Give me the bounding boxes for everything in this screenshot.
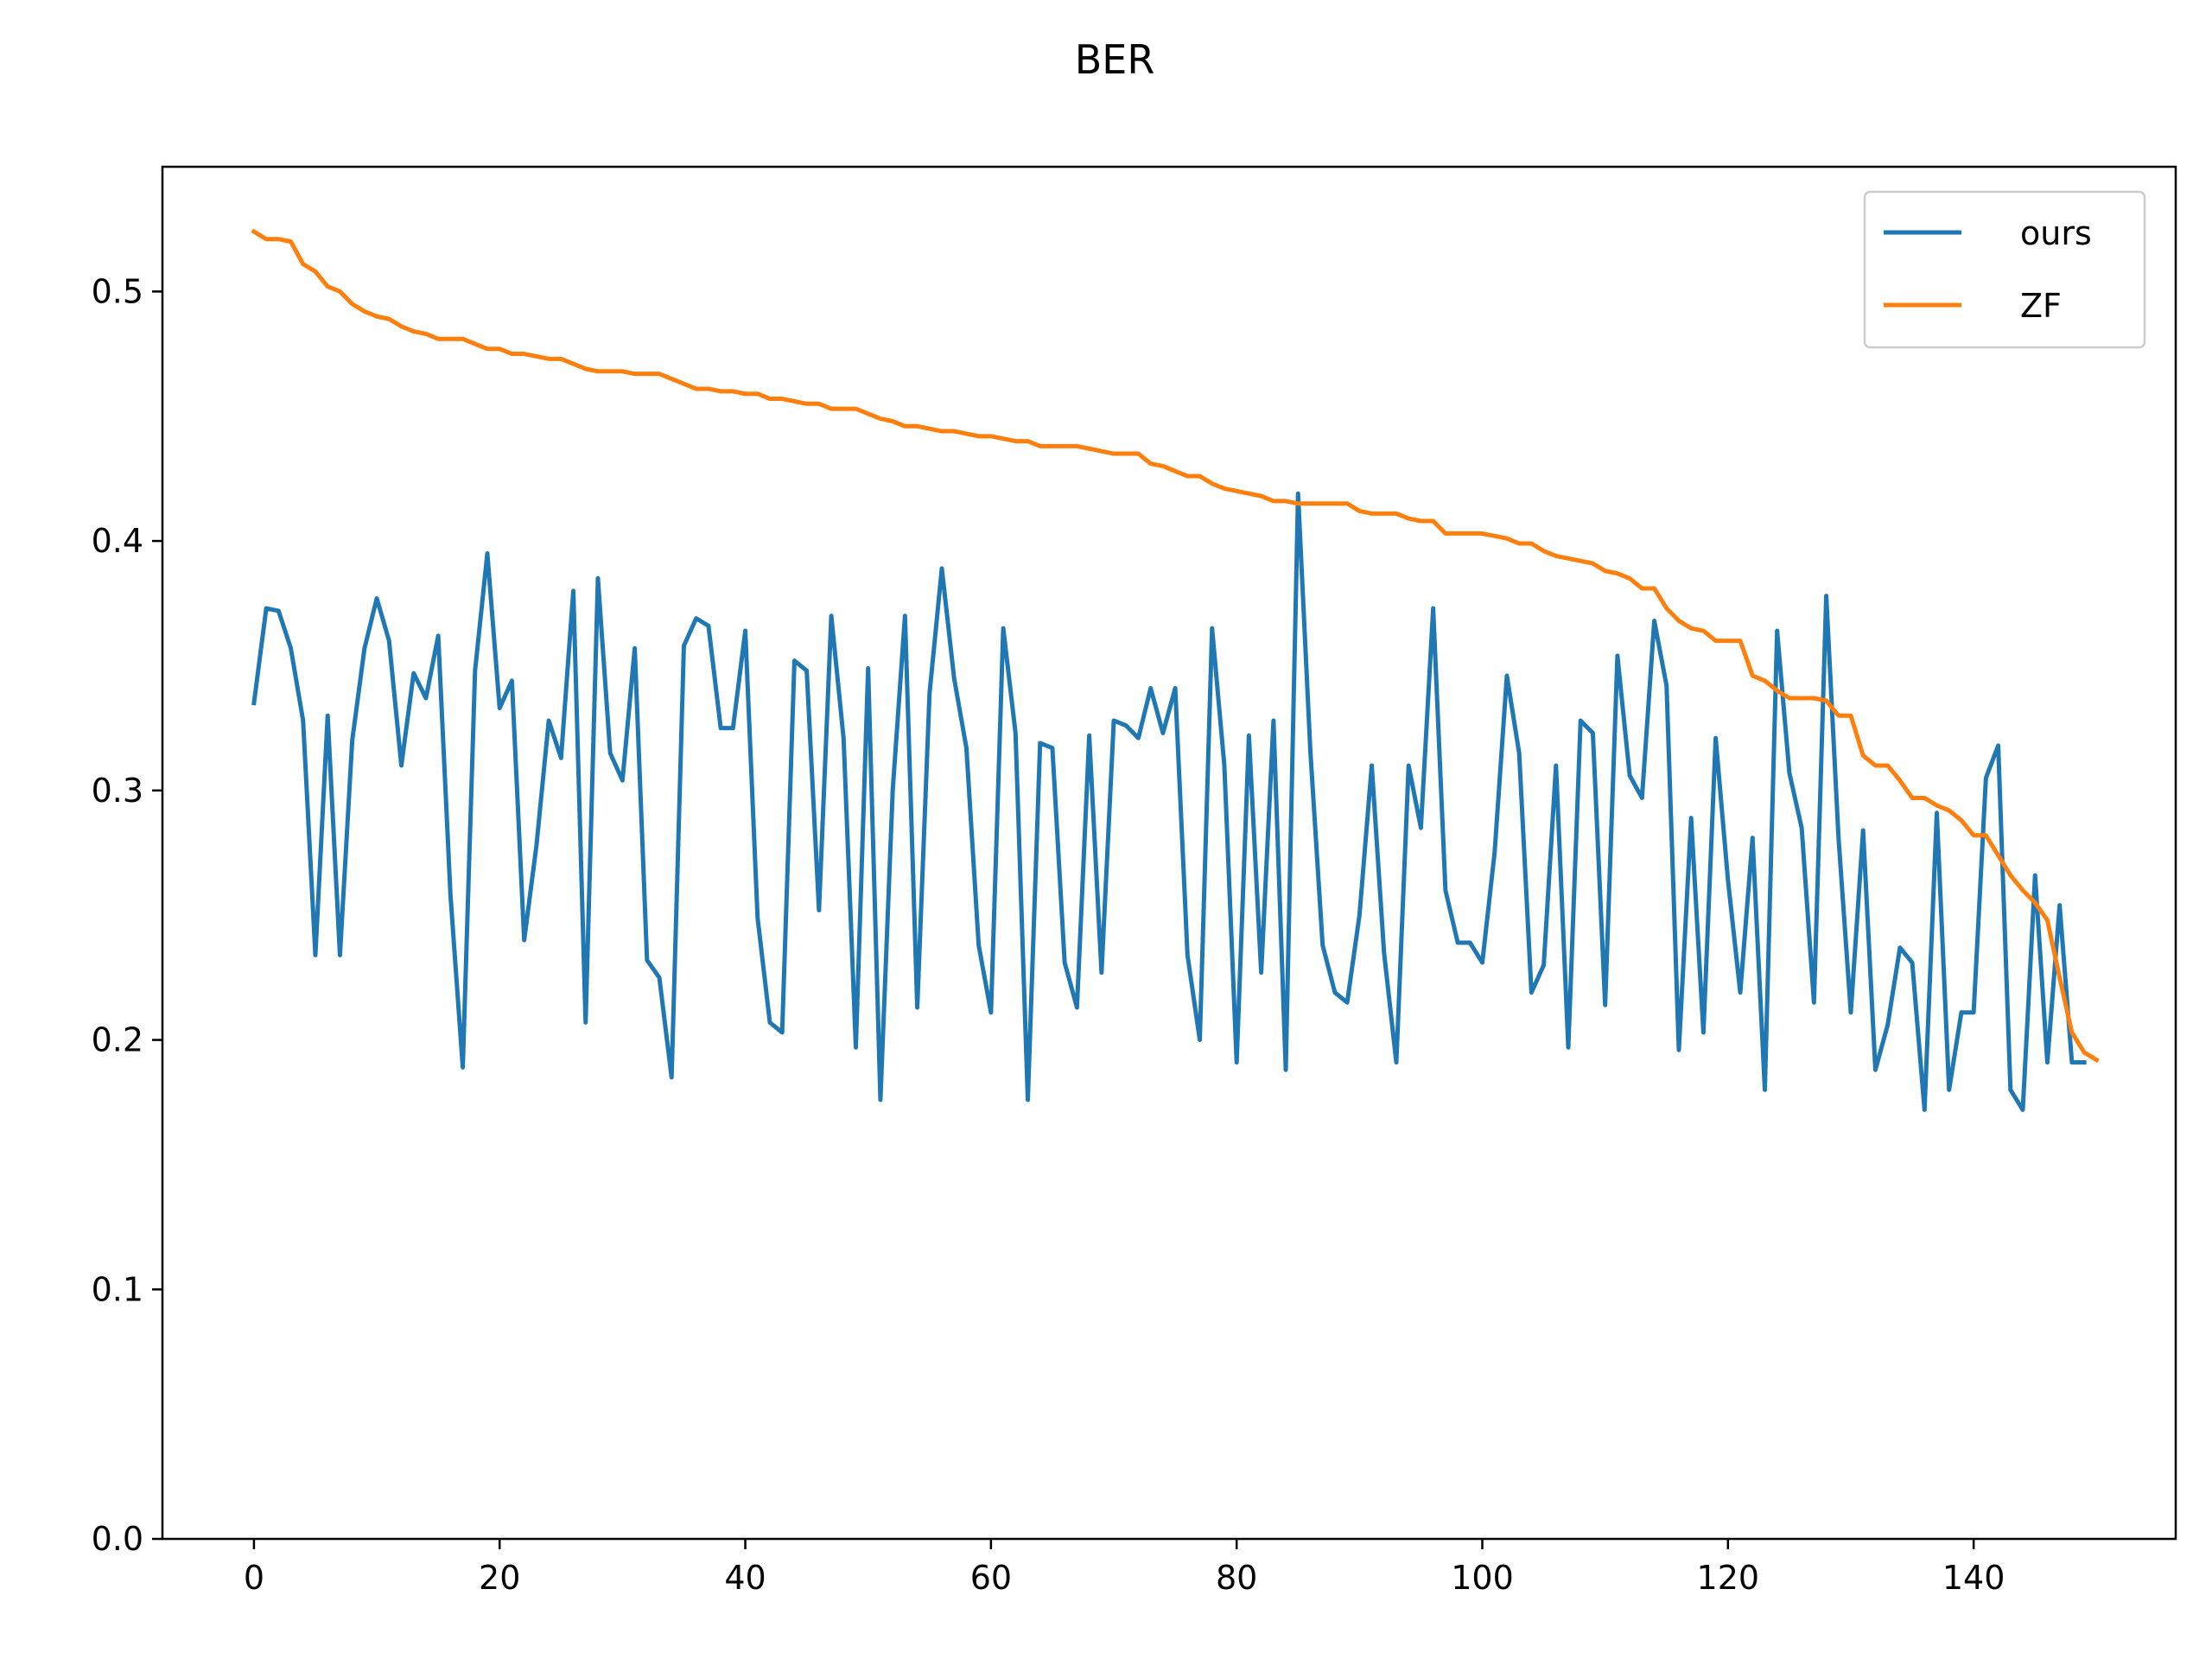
series-line-zf <box>251 228 2100 1064</box>
chart-title: BER <box>1075 36 1155 83</box>
legend-box <box>1863 190 2146 349</box>
x-tick-label: 80 <box>1216 1559 1257 1597</box>
y-tick-label: 0.1 <box>92 1270 143 1308</box>
x-tick-label: 60 <box>970 1559 1012 1597</box>
x-tick-label: 40 <box>724 1559 766 1597</box>
series-line-ours <box>251 491 2087 1112</box>
legend-label-zf: ZF <box>2020 287 2062 325</box>
x-tick-label: 100 <box>1451 1559 1514 1597</box>
plot-area: 0 20 40 60 80 100 120 140 0.0 0.1 0.2 0.3 0.4 0.5 <box>92 165 2177 1597</box>
legend-label-ours: ours <box>2020 214 2092 252</box>
x-tick-label: 0 <box>244 1559 264 1597</box>
legend: ours ZF <box>1863 190 2146 349</box>
y-tick-label: 0.0 <box>92 1520 143 1558</box>
axes-frame <box>161 165 2177 1541</box>
y-tick-label: 0.3 <box>92 772 143 810</box>
x-tick-label: 140 <box>1942 1559 2005 1597</box>
x-tick-label: 120 <box>1697 1559 1760 1597</box>
y-tick-label: 0.4 <box>92 522 143 560</box>
y-tick-label: 0.2 <box>92 1021 143 1059</box>
x-tick-label: 20 <box>479 1559 520 1597</box>
y-tick-label: 0.5 <box>92 272 143 310</box>
